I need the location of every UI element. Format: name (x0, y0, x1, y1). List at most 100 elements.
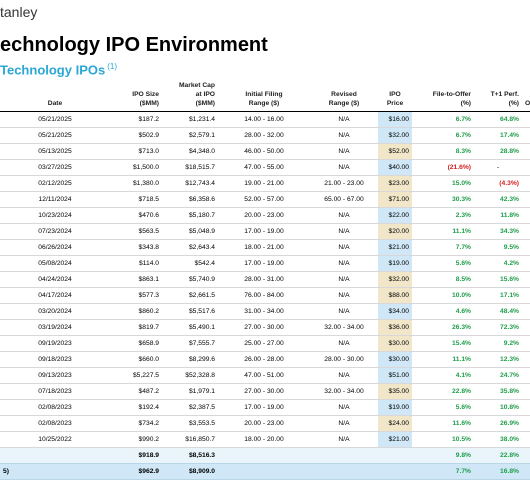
cell-ipo-price: $32.00 (378, 127, 412, 144)
cell-initial-filing: 18.00 - 20.00 (218, 431, 310, 448)
cell-ipo-price: $19.00 (378, 255, 412, 272)
cell-revised-range: N/A (310, 207, 378, 224)
cell-extra (522, 399, 530, 416)
cell-t1-perf: 12.3% (474, 351, 522, 368)
cell-ipo-size: $5,227.5 (110, 367, 162, 384)
cell-market-cap: $5,517.6 (162, 303, 218, 320)
cell-initial-filing: 20.00 - 23.00 (218, 415, 310, 432)
cell-file-to-offer: 26.3% (412, 319, 474, 336)
cell-market-cap: $5,180.7 (162, 207, 218, 224)
cell-initial-filing: 18.00 - 21.00 (218, 239, 310, 256)
cell-initial-filing: 17.00 - 19.00 (218, 255, 310, 272)
cell-ipo-size: $658.9 (110, 335, 162, 352)
cell-initial-filing: 14.00 - 16.00 (218, 111, 310, 128)
cell-ipo-size: $660.0 (110, 351, 162, 368)
cell-extra (522, 111, 530, 128)
col-header-t1-perf: T+1 Perf. (%) (474, 80, 522, 112)
summary-t1-perf: 22.8% (474, 447, 522, 464)
cell-t1-perf: 26.9% (474, 415, 522, 432)
cell-revised-range: N/A (310, 255, 378, 272)
cell-date: 03/27/2025 (0, 159, 110, 176)
cell-t1-perf: 34.3% (474, 223, 522, 240)
cell-initial-filing: 27.00 - 30.00 (218, 383, 310, 400)
cell-market-cap: $2,643.4 (162, 239, 218, 256)
cell-t1-perf: 38.0% (474, 431, 522, 448)
cell-market-cap: $6,358.6 (162, 191, 218, 208)
cell-revised-range: N/A (310, 223, 378, 240)
cell-extra (522, 207, 530, 224)
cell-ipo-size: $502.9 (110, 127, 162, 144)
cell-ipo-price: $19.00 (378, 399, 412, 416)
cell-ipo-size: $713.0 (110, 143, 162, 160)
cell-ipo-size: $863.1 (110, 271, 162, 288)
summary-file-to-offer: 9.8% (412, 447, 474, 464)
cell-ipo-price: $21.00 (378, 431, 412, 448)
cell-ipo-size: $819.7 (110, 319, 162, 336)
table-row: 02/08/2023 $192.4 $2,387.5 17.00 - 19.00 N/A… (0, 399, 530, 416)
cell-revised-range: 32.00 - 34.00 (310, 383, 378, 400)
cell-revised-range: 32.00 - 34.00 (310, 319, 378, 336)
cell-date: 05/13/2025 (0, 143, 110, 160)
cell-market-cap: $16,850.7 (162, 431, 218, 448)
cell-market-cap: $5,048.9 (162, 223, 218, 240)
cell-extra (522, 191, 530, 208)
cell-date: 03/20/2024 (0, 303, 110, 320)
cell-ipo-size: $990.2 (110, 431, 162, 448)
table-row: 05/21/2025 $187.2 $1,231.4 14.00 - 16.00 N/A… (0, 111, 530, 128)
cell-revised-range: N/A (310, 271, 378, 288)
cell-ipo-size: $1,380.0 (110, 175, 162, 192)
col-header-extra: O (522, 80, 530, 112)
cell-ipo-price: $52.00 (378, 143, 412, 160)
table-row: 07/18/2023 $487.2 $1,979.1 27.00 - 30.00 32.… (0, 383, 530, 400)
cell-ipo-price: $16.00 (378, 111, 412, 128)
cell-revised-range: N/A (310, 287, 378, 304)
cell-file-to-offer: 11.1% (412, 223, 474, 240)
table-row: 05/13/2025 $713.0 $4,348.0 46.00 - 50.00 N/A… (0, 143, 530, 160)
table-row: 02/12/2025 $1,380.0 $12,743.4 19.00 - 21.00… (0, 175, 530, 192)
cell-file-to-offer: 15.0% (412, 175, 474, 192)
cell-date: 07/18/2023 (0, 383, 110, 400)
cell-t1-perf: - (474, 159, 522, 176)
cell-ipo-price: $40.00 (378, 159, 412, 176)
col-header-initial-filing: Initial Filing Range ($) (218, 80, 310, 112)
table-row: 04/17/2024 $577.3 $2,661.5 76.00 - 84.00 N/A… (0, 287, 530, 304)
cell-market-cap: $3,553.5 (162, 415, 218, 432)
cell-t1-perf: 9.2% (474, 335, 522, 352)
cell-t1-perf: 24.7% (474, 367, 522, 384)
cell-t1-perf: 28.8% (474, 143, 522, 160)
cell-file-to-offer: (21.6%) (412, 159, 474, 176)
summary-empty (378, 447, 412, 464)
cell-ipo-size: $563.5 (110, 223, 162, 240)
cell-ipo-price: $34.00 (378, 303, 412, 320)
summary-empty (218, 463, 310, 480)
cell-t1-perf: 48.4% (474, 303, 522, 320)
cell-ipo-price: $30.00 (378, 335, 412, 352)
summary-extra (522, 447, 530, 464)
cell-revised-range: N/A (310, 415, 378, 432)
cell-initial-filing: 26.00 - 28.00 (218, 351, 310, 368)
summary-extra (522, 463, 530, 480)
table-row: 03/27/2025 $1,500.0 $18,515.7 47.00 - 55.00… (0, 159, 530, 176)
cell-date: 09/18/2023 (0, 351, 110, 368)
cell-date: 02/08/2023 (0, 399, 110, 416)
cell-ipo-price: $71.00 (378, 191, 412, 208)
cell-market-cap: $52,328.8 (162, 367, 218, 384)
cell-initial-filing: 46.00 - 50.00 (218, 143, 310, 160)
col-header-date: Date (0, 80, 110, 112)
cell-ipo-size: $470.6 (110, 207, 162, 224)
table-row: 03/19/2024 $819.7 $5,490.1 27.00 - 30.00 32.… (0, 319, 530, 336)
cell-ipo-price: $21.00 (378, 239, 412, 256)
cell-t1-perf: 72.3% (474, 319, 522, 336)
cell-file-to-offer: 4.6% (412, 303, 474, 320)
cell-file-to-offer: 8.3% (412, 143, 474, 160)
cell-extra (522, 223, 530, 240)
cell-file-to-offer: 6.7% (412, 111, 474, 128)
cell-date: 02/12/2025 (0, 175, 110, 192)
cell-market-cap: $542.4 (162, 255, 218, 272)
cell-ipo-price: $23.00 (378, 175, 412, 192)
cell-extra (522, 271, 530, 288)
cell-initial-filing: 27.00 - 30.00 (218, 319, 310, 336)
summary-market-cap: $8,909.0 (162, 463, 218, 480)
cell-ipo-size: $192.4 (110, 399, 162, 416)
summary-row: $918.9 $8,516.3 9.8% 22.8% (0, 447, 530, 464)
